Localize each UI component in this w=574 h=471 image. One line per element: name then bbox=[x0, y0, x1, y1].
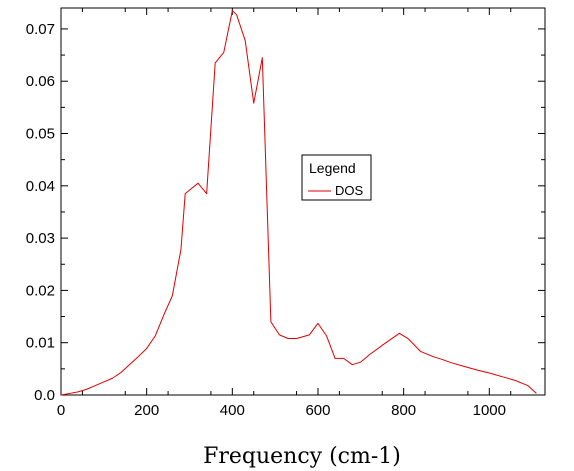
x-tick-label: 200 bbox=[134, 402, 159, 419]
x-tick-label: 800 bbox=[391, 402, 416, 419]
legend: Legend DOS bbox=[301, 154, 372, 201]
y-tick-label: 0.04 bbox=[26, 178, 55, 195]
x-tick-label: 400 bbox=[220, 402, 245, 419]
y-tick-label: 0.01 bbox=[26, 335, 55, 352]
x-tick-label: 1000 bbox=[473, 402, 506, 419]
x-axis: 0 200 400 600 800 1000 bbox=[57, 8, 512, 419]
legend-title: Legend bbox=[309, 160, 356, 176]
y-tick-label: 0.03 bbox=[26, 230, 55, 247]
legend-box bbox=[301, 154, 372, 201]
y-tick-label: 0.07 bbox=[26, 21, 55, 38]
x-axis-title: Frequency (cm-1) bbox=[203, 444, 401, 469]
legend-entry-dos: DOS bbox=[335, 183, 364, 198]
plot-frame bbox=[60, 7, 546, 396]
y-tick-label: 0.02 bbox=[26, 282, 55, 299]
y-axis: 0.0 0.01 0.02 0.03 0.04 0.05 0.06 0.07 bbox=[26, 21, 545, 404]
y-tick-label: 0.0 bbox=[34, 387, 55, 404]
y-tick-label: 0.06 bbox=[26, 73, 55, 90]
series-line-dos bbox=[60, 10, 537, 396]
plot-border bbox=[60, 7, 546, 396]
x-tick-label: 0 bbox=[57, 402, 65, 419]
x-tick-label: 600 bbox=[305, 402, 330, 419]
series-layer bbox=[60, 10, 537, 396]
y-tick-label: 0.05 bbox=[26, 126, 55, 143]
